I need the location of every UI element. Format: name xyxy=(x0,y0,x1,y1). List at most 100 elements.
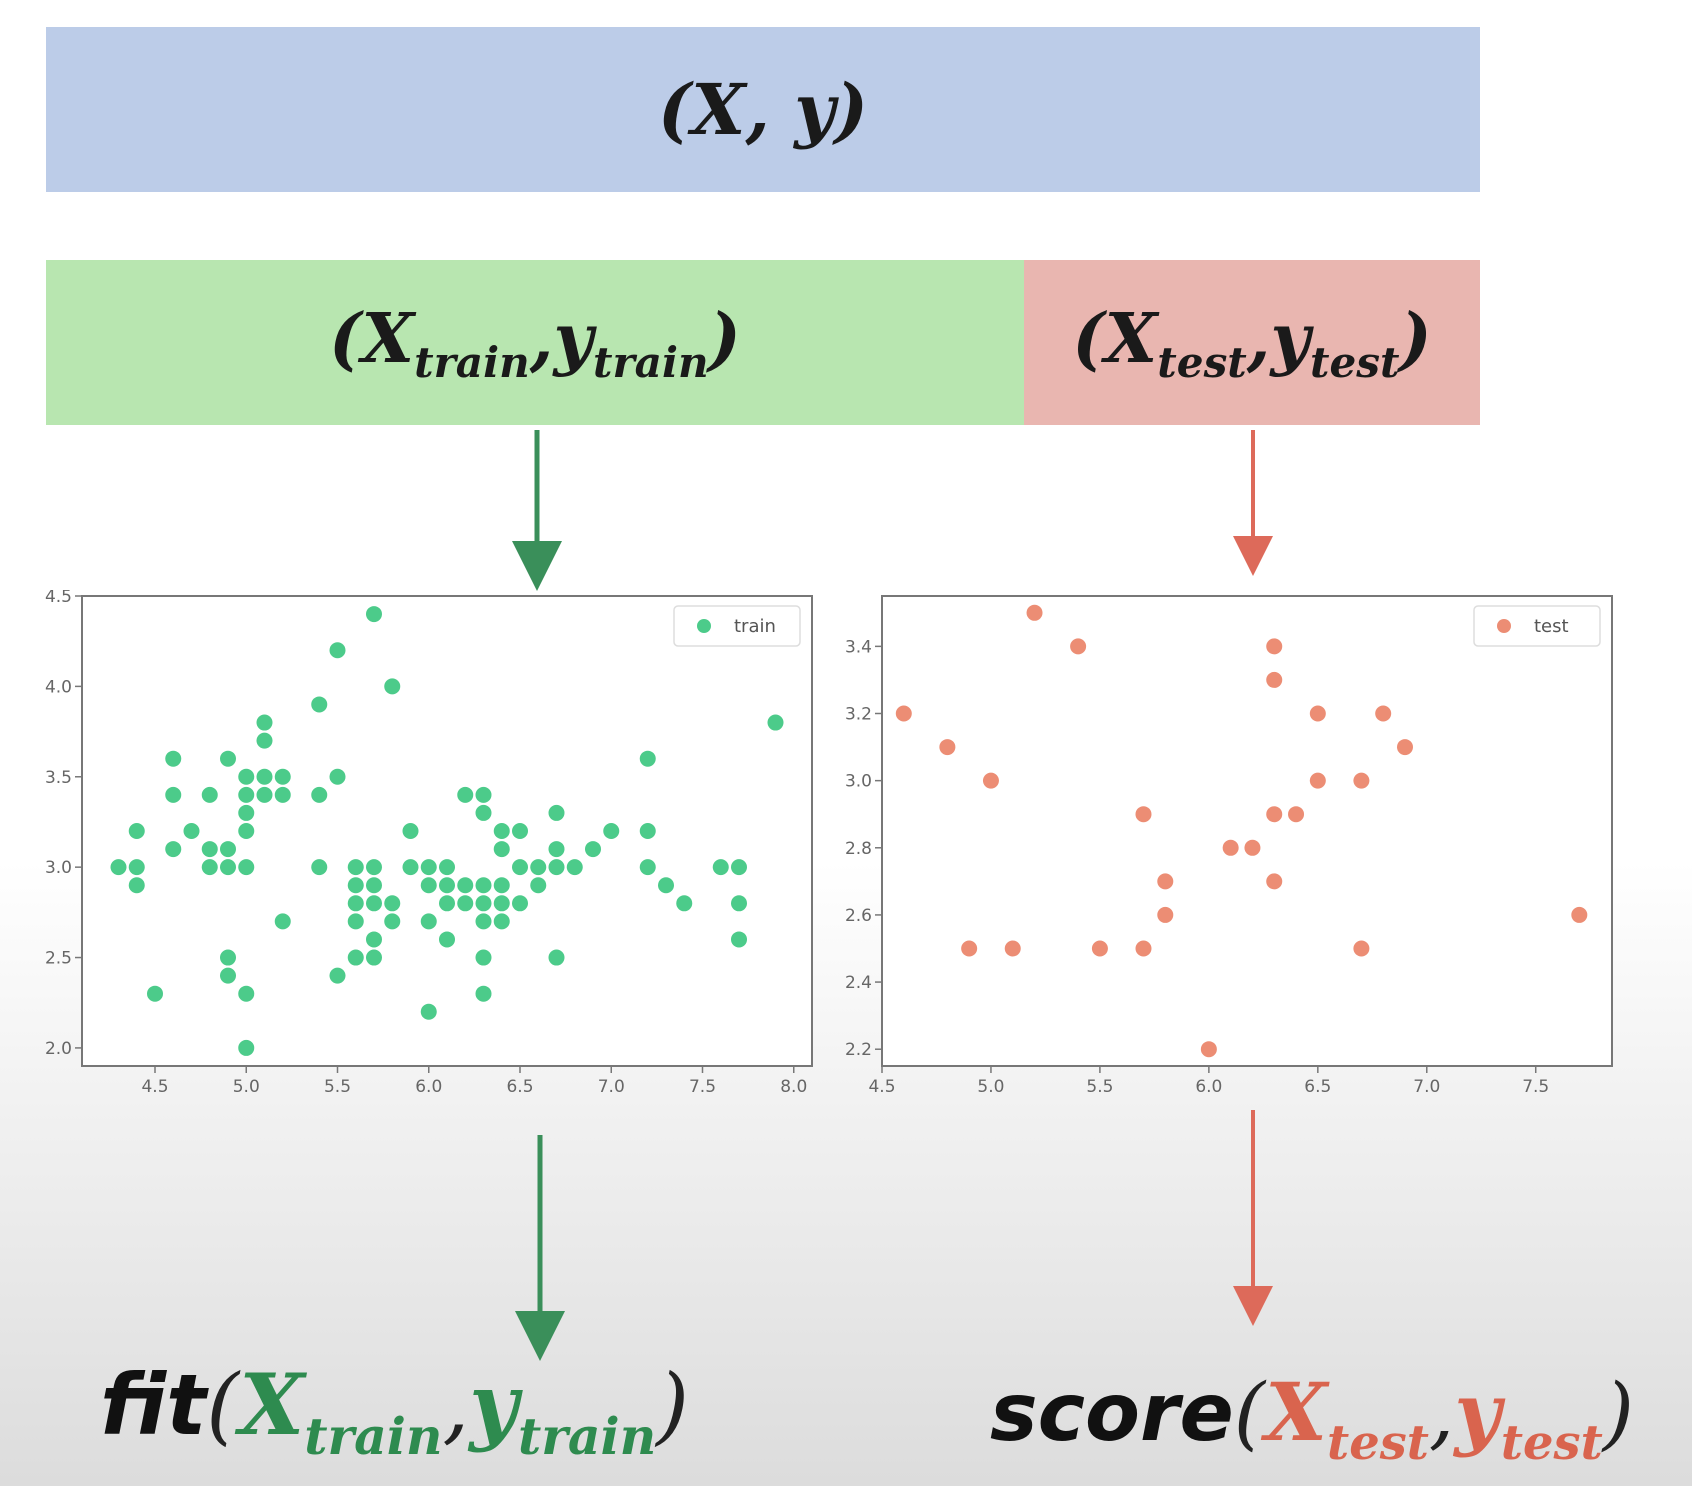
test-x-tick-label: 5.5 xyxy=(1086,1077,1113,1097)
train-data-point xyxy=(165,841,182,858)
train-data-point xyxy=(475,895,492,912)
test-data-point xyxy=(1375,705,1392,722)
train-data-point xyxy=(712,859,729,876)
train-data-point xyxy=(201,841,218,858)
train-x-tick-label: 4.5 xyxy=(141,1077,168,1097)
train-data-point xyxy=(256,714,273,731)
train-data-point xyxy=(311,859,328,876)
train-data-point xyxy=(603,823,620,839)
train-data-point xyxy=(366,949,382,966)
train-x-tick-label: 5.5 xyxy=(324,1077,351,1097)
train-data-point xyxy=(548,804,565,821)
train-data-point xyxy=(165,786,182,803)
train-data-point xyxy=(439,895,455,912)
train-data-point xyxy=(220,841,236,858)
test-data-point xyxy=(1396,739,1413,756)
train-data-point xyxy=(238,823,255,839)
train-data-point xyxy=(201,786,218,803)
test-x-tick-label: 5.0 xyxy=(977,1077,1004,1097)
train-data-point xyxy=(347,949,364,966)
test-split-label: (Xtest,ytest) xyxy=(1072,298,1432,387)
train-data-point xyxy=(493,895,510,912)
train-data-point xyxy=(439,931,455,948)
train-data-point xyxy=(493,877,510,894)
train-data-point xyxy=(767,714,784,731)
train-data-point xyxy=(238,804,255,821)
test-x-tick-label: 7.5 xyxy=(1522,1077,1549,1097)
train-x-tick-label: 5.0 xyxy=(233,1077,260,1097)
train-data-point xyxy=(220,859,236,876)
test-data-point xyxy=(939,739,956,756)
test-data-point xyxy=(1222,839,1239,856)
train-data-point xyxy=(731,859,747,876)
train-data-point xyxy=(493,823,510,839)
train-data-point xyxy=(566,859,583,876)
train-split-box: (Xtrain,ytrain) xyxy=(46,260,1024,425)
train-data-point xyxy=(475,913,492,930)
train-data-point xyxy=(475,877,492,894)
train-data-point xyxy=(128,859,145,876)
train-data-point xyxy=(548,949,565,966)
train-data-point xyxy=(457,895,474,912)
train-data-point xyxy=(639,750,656,767)
test-data-point xyxy=(1353,940,1370,957)
train-data-point xyxy=(238,786,255,803)
train-data-point xyxy=(128,877,145,894)
test-y-tick-label: 2.6 xyxy=(845,906,872,926)
test-data-point xyxy=(1266,873,1283,890)
train-data-point xyxy=(420,877,437,894)
test-y-tick-label: 3.0 xyxy=(845,772,872,792)
train-data-point xyxy=(402,823,419,839)
train-data-point xyxy=(475,985,492,1002)
train-y-tick-label: 4.5 xyxy=(45,590,72,607)
train-data-point xyxy=(548,841,565,858)
train-data-point xyxy=(512,823,528,839)
train-x-tick-label: 6.0 xyxy=(415,1077,442,1097)
train-x-tick-label: 7.5 xyxy=(689,1077,716,1097)
train-data-point xyxy=(439,859,455,876)
train-data-point xyxy=(512,895,528,912)
train-data-point xyxy=(311,786,328,803)
train-data-point xyxy=(329,642,346,659)
train-y-tick-label: 2.5 xyxy=(45,949,72,969)
test-data-point xyxy=(1353,772,1370,789)
train-data-point xyxy=(548,859,565,876)
test-data-point xyxy=(961,940,978,957)
train-data-point xyxy=(220,750,236,767)
train-data-point xyxy=(238,1039,255,1056)
test-data-point xyxy=(1309,705,1326,722)
train-data-point xyxy=(585,841,601,858)
train-data-point xyxy=(475,949,492,966)
train-data-point xyxy=(347,859,364,876)
test-data-point xyxy=(1157,906,1174,923)
train-x-tick-label: 6.5 xyxy=(506,1077,533,1097)
test-data-point xyxy=(1135,940,1152,957)
train-data-point xyxy=(201,859,218,876)
test-data-point xyxy=(1288,806,1305,823)
train-data-point xyxy=(475,786,492,803)
test-x-tick-label: 7.0 xyxy=(1413,1077,1440,1097)
train-data-point xyxy=(493,913,510,930)
test-y-tick-label: 3.4 xyxy=(845,637,872,657)
train-data-point xyxy=(347,877,364,894)
train-y-tick-label: 3.5 xyxy=(45,768,72,788)
train-data-point xyxy=(384,678,401,695)
train-data-point xyxy=(110,859,127,876)
train-data-point xyxy=(439,877,455,894)
train-legend-label: train xyxy=(734,616,776,637)
test-data-point xyxy=(1026,604,1043,621)
score-call: score(Xtest,ytest) xyxy=(990,1365,1634,1472)
full-dataset-box: (X, y) xyxy=(46,27,1480,192)
test-legend-label: test xyxy=(1534,616,1569,637)
train-data-point xyxy=(311,696,328,713)
test-data-point xyxy=(1571,906,1588,923)
train-data-point xyxy=(256,732,273,749)
train-data-point xyxy=(220,967,236,984)
train-y-tick-label: 3.0 xyxy=(45,858,72,878)
test-plot-frame xyxy=(881,595,1613,1067)
train-data-point xyxy=(238,985,255,1002)
train-data-point xyxy=(128,823,145,839)
train-data-point xyxy=(274,786,291,803)
test-data-point xyxy=(1070,638,1087,655)
train-data-point xyxy=(366,931,382,948)
